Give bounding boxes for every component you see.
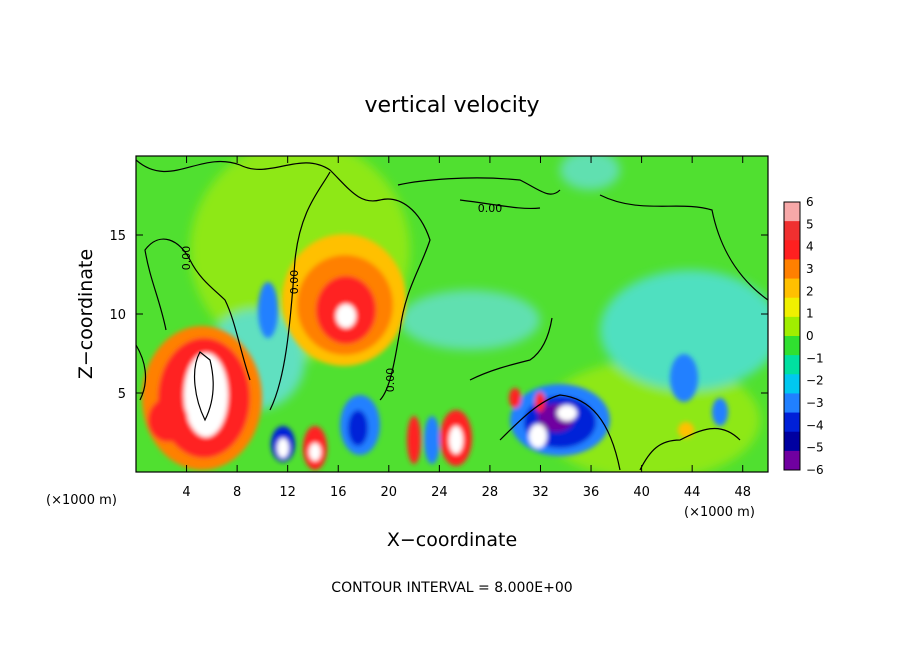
- colorbar-label: −3: [806, 396, 824, 410]
- x-tick-label: 44: [684, 485, 701, 500]
- y-tick-label: 15: [109, 229, 126, 244]
- updraft-25: [449, 426, 463, 454]
- x-unit-right: (×1000 m): [684, 505, 755, 520]
- downdraft-18: [348, 410, 368, 446]
- colorbar-swatch: [784, 221, 800, 241]
- y-axis-ticks: 5 10 15: [109, 229, 768, 402]
- colorbar-swatch: [784, 450, 800, 471]
- x-axis-label: X−coordinate: [387, 529, 517, 551]
- colorbar-label: −6: [806, 463, 824, 477]
- heatmap-field: [136, 156, 768, 472]
- colorbar-label: 6: [806, 195, 814, 209]
- colorbar-label: 0: [806, 329, 814, 343]
- colorbar-label: 1: [806, 307, 814, 321]
- colorbar-swatch: [784, 278, 800, 299]
- colorbar-label: −5: [806, 441, 824, 455]
- contour-interval-note: CONTOUR INTERVAL = 8.000E+00: [331, 580, 572, 596]
- updraft-32: [535, 392, 545, 412]
- colorbar-swatch: [784, 297, 800, 318]
- colorbar-frame: [783, 201, 801, 471]
- contour-label: 0.00: [384, 368, 397, 393]
- x-tick-label: 24: [431, 485, 448, 500]
- contour-line: [136, 344, 147, 401]
- x-tick-label: 8: [233, 485, 241, 500]
- colorbar-swatch: [784, 202, 800, 222]
- cyan-region: [600, 270, 768, 390]
- contour-label: 0.00: [478, 202, 503, 215]
- contour-label: 0.00: [288, 270, 301, 295]
- updraft-22: [407, 416, 421, 464]
- x-tick-label: 48: [734, 485, 751, 500]
- contour-line: [269, 171, 331, 411]
- x-unit-left: (×1000 m): [46, 493, 117, 508]
- contour-line: [639, 427, 741, 471]
- updraft-34: [557, 405, 577, 421]
- colorbar-swatch: [784, 412, 800, 433]
- contour-line: [469, 317, 553, 381]
- chart-title: vertical velocity: [364, 93, 539, 118]
- contour-line: [144, 238, 251, 381]
- y-tick-label: 5: [118, 387, 126, 402]
- colorbar-label: 5: [806, 217, 814, 231]
- colorbar-label: −2: [806, 374, 824, 388]
- zero-contours: [136, 159, 768, 471]
- updraft-31: [529, 424, 547, 448]
- y-tick-label: 10: [109, 308, 126, 323]
- updraft-12: [277, 438, 289, 458]
- x-tick-label: 28: [482, 485, 499, 500]
- colorbar-swatch: [784, 374, 800, 394]
- x-tick-label: 36: [583, 485, 600, 500]
- colorbar-label: 3: [806, 262, 814, 276]
- colorbar-swatch: [784, 336, 800, 356]
- contour-line: [194, 351, 214, 422]
- colorbar-label: −4: [806, 418, 824, 432]
- y-axis-label: Z−coordinate: [75, 249, 97, 379]
- contour-line: [397, 177, 561, 195]
- colorbar-label: 4: [806, 240, 814, 254]
- contour-line: [136, 159, 431, 401]
- contour-line: [499, 394, 621, 471]
- colorbar-swatch: [784, 355, 800, 375]
- updraft-5-low: [148, 398, 188, 442]
- colorbar-swatch: [784, 431, 800, 452]
- colorbar-swatch: [784, 259, 800, 280]
- cyan-region: [400, 290, 540, 350]
- contour-label: 0.00: [180, 246, 193, 271]
- contour-line: [459, 199, 541, 210]
- colorbar-swatch: [784, 240, 800, 260]
- updraft-30: [509, 388, 521, 408]
- colorbar: 6 5 4 3 2 1 0 −1 −2 −3 −4 −5 −6: [783, 195, 824, 477]
- x-tick-label: 16: [330, 485, 347, 500]
- downdraft-43: [670, 354, 698, 402]
- updraft-44: [678, 422, 694, 438]
- x-tick-label: 32: [532, 485, 549, 500]
- x-axis-ticks: 4 8 12 16 20 24 28 32 36 40 44 48: [182, 156, 751, 500]
- colorbar-label: −1: [806, 351, 824, 365]
- x-tick-label: 20: [381, 485, 398, 500]
- updraft-core-left: [184, 353, 228, 437]
- colorbar-label: 2: [806, 284, 814, 298]
- x-tick-label: 40: [633, 485, 650, 500]
- colorbar-swatch: [784, 393, 800, 414]
- cyan-region: [560, 156, 620, 190]
- contour-labels: 0.00 0.00 0.00 0.00: [180, 202, 502, 392]
- updraft-14: [309, 443, 321, 461]
- x-tick-label: 4: [182, 485, 190, 500]
- x-tick-label: 12: [279, 485, 296, 500]
- contour-line: [599, 194, 768, 301]
- colorbar-swatch: [784, 316, 800, 337]
- upper-updraft: [336, 304, 356, 328]
- downdraft-23: [424, 416, 440, 464]
- downdraft-10: [258, 282, 278, 338]
- downdraft-47: [712, 398, 728, 426]
